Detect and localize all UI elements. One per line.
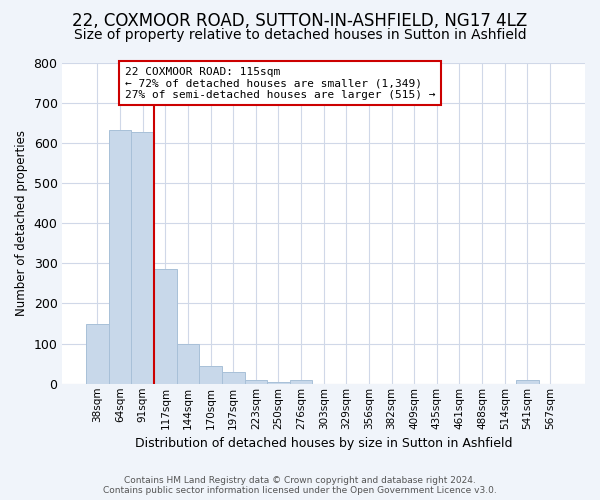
- Text: 22 COXMOOR ROAD: 115sqm
← 72% of detached houses are smaller (1,349)
27% of semi: 22 COXMOOR ROAD: 115sqm ← 72% of detache…: [125, 66, 435, 100]
- Bar: [516, 380, 539, 384]
- Bar: [290, 380, 313, 384]
- Bar: [245, 380, 267, 384]
- Bar: [131, 132, 154, 384]
- Text: Contains HM Land Registry data © Crown copyright and database right 2024.
Contai: Contains HM Land Registry data © Crown c…: [103, 476, 497, 495]
- Bar: [86, 324, 109, 384]
- X-axis label: Distribution of detached houses by size in Sutton in Ashfield: Distribution of detached houses by size …: [135, 437, 512, 450]
- Bar: [154, 270, 176, 384]
- Bar: [267, 382, 290, 384]
- Y-axis label: Number of detached properties: Number of detached properties: [15, 130, 28, 316]
- Bar: [222, 372, 245, 384]
- Bar: [199, 366, 222, 384]
- Text: Size of property relative to detached houses in Sutton in Ashfield: Size of property relative to detached ho…: [74, 28, 526, 42]
- Bar: [176, 344, 199, 384]
- Text: 22, COXMOOR ROAD, SUTTON-IN-ASHFIELD, NG17 4LZ: 22, COXMOOR ROAD, SUTTON-IN-ASHFIELD, NG…: [73, 12, 527, 30]
- Bar: [109, 130, 131, 384]
